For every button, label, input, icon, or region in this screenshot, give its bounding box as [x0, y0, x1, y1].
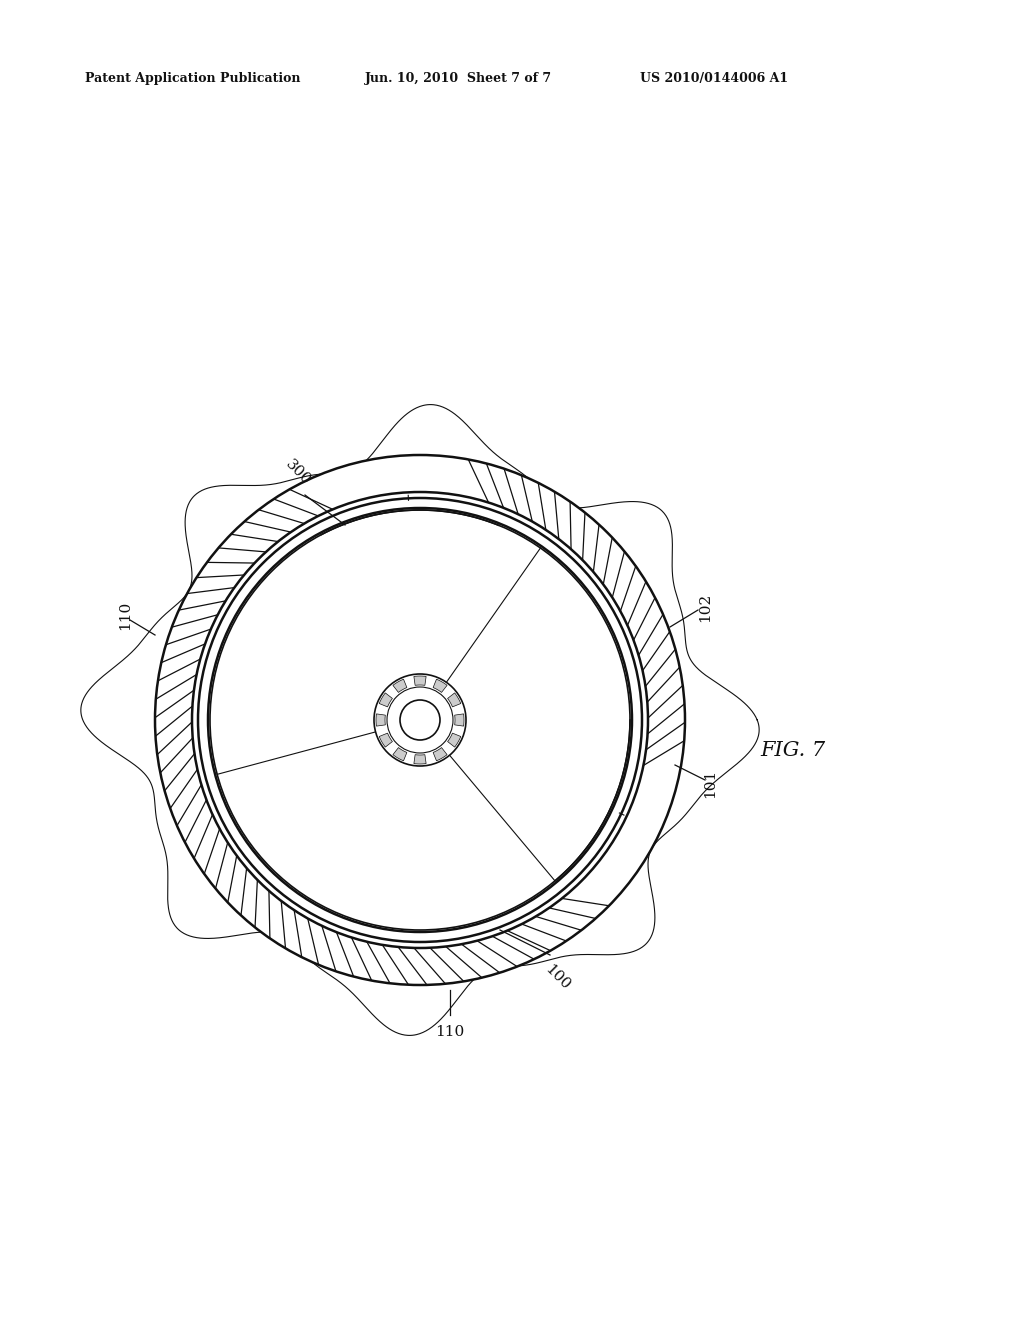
Polygon shape	[393, 747, 407, 760]
Polygon shape	[414, 755, 426, 764]
Text: 110: 110	[435, 1026, 465, 1039]
Polygon shape	[393, 680, 407, 693]
Polygon shape	[376, 714, 385, 726]
Polygon shape	[433, 680, 447, 693]
Polygon shape	[414, 676, 426, 685]
Text: Patent Application Publication: Patent Application Publication	[85, 73, 300, 84]
Circle shape	[374, 675, 466, 766]
Circle shape	[400, 700, 440, 741]
Text: 101: 101	[703, 768, 717, 797]
Polygon shape	[433, 747, 447, 760]
Text: 110: 110	[118, 601, 132, 630]
Text: 300: 300	[283, 458, 313, 488]
Text: FIG. 7: FIG. 7	[760, 741, 825, 759]
Text: US 2010/0144006 A1: US 2010/0144006 A1	[640, 73, 788, 84]
Text: 102: 102	[698, 593, 712, 622]
Polygon shape	[455, 714, 464, 726]
Circle shape	[387, 686, 453, 752]
Text: 100: 100	[542, 962, 572, 993]
Polygon shape	[447, 693, 461, 708]
Polygon shape	[379, 693, 392, 708]
Polygon shape	[379, 733, 392, 747]
Polygon shape	[447, 733, 461, 747]
Text: Jun. 10, 2010  Sheet 7 of 7: Jun. 10, 2010 Sheet 7 of 7	[365, 73, 552, 84]
Polygon shape	[155, 455, 685, 985]
